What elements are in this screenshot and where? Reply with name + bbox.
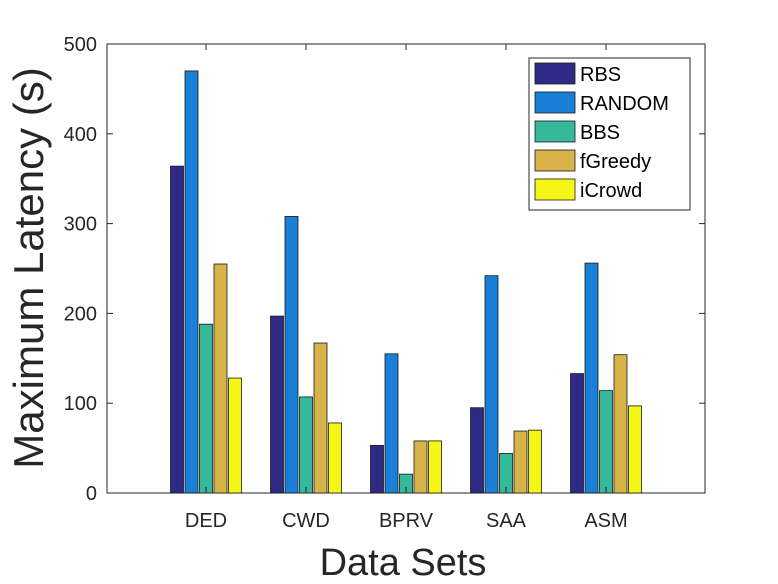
bar-fgreedy-bprv (413, 440, 428, 494)
bar-rbs-bprv (370, 445, 384, 494)
y-axis-ticks: 0 100 200 300 400 500 (64, 34, 705, 505)
x-tick-label-asm: ASM (584, 510, 627, 532)
bar-icrowd-cwd (328, 422, 342, 494)
bar-random-bprv (384, 353, 399, 494)
bar-icrowd-asm (628, 405, 642, 494)
x-tick-label-cwd: CWD (282, 510, 330, 532)
bar-bbs-ded (199, 323, 213, 494)
legend-swatch-fgreedy (534, 149, 576, 172)
bar-rbs-asm (570, 373, 584, 494)
legend-label-bbs: BBS (580, 122, 620, 144)
y-tick-label: 300 (64, 214, 97, 236)
bar-fgreedy-saa (513, 430, 528, 494)
x-tick-label-bprv: BPRV (379, 510, 434, 532)
legend-label-icrowd: iCrowd (580, 180, 642, 202)
legend-swatch-random (534, 91, 576, 114)
bar-rbs-saa (470, 407, 484, 494)
bar-random-saa (484, 275, 499, 494)
y-axis-label: Maximum Latency (s) (5, 67, 52, 468)
y-tick-label: 500 (64, 34, 97, 56)
x-axis-label: Data Sets (320, 542, 487, 584)
bar-bbs-asm (599, 390, 613, 494)
bar-icrowd-ded (228, 377, 242, 494)
legend: RBS RANDOM BBS fGreedy iCrowd (528, 57, 691, 211)
y-tick-label: 400 (64, 124, 97, 146)
bar-bbs-cwd (299, 396, 313, 494)
legend-swatch-bbs (534, 120, 576, 143)
x-axis-ticks: DED CWD BPRV SAA ASM (185, 44, 628, 532)
bars-group (170, 70, 642, 494)
bar-random-cwd (284, 216, 299, 494)
bar-random-asm (584, 262, 599, 494)
bar-fgreedy-asm (613, 354, 628, 494)
bar-icrowd-saa (528, 429, 542, 494)
legend-label-rbs: RBS (580, 64, 621, 86)
bar-rbs-ded (170, 165, 184, 494)
bar-fgreedy-ded (213, 263, 228, 494)
x-tick-label-ded: DED (185, 510, 227, 532)
x-tick-label-saa: SAA (486, 510, 527, 532)
bar-rbs-cwd (270, 315, 284, 494)
legend-label-random: RANDOM (580, 93, 669, 115)
y-tick-label: 200 (64, 303, 97, 325)
legend-label-fgreedy: fGreedy (580, 151, 651, 173)
legend-swatch-icrowd (534, 178, 576, 201)
bar-icrowd-bprv (428, 440, 442, 494)
y-tick-label: 100 (64, 393, 97, 415)
bar-random-ded (184, 70, 199, 494)
legend-swatch-rbs (534, 62, 576, 85)
y-tick-label: 0 (86, 483, 97, 505)
bar-fgreedy-cwd (313, 342, 328, 494)
